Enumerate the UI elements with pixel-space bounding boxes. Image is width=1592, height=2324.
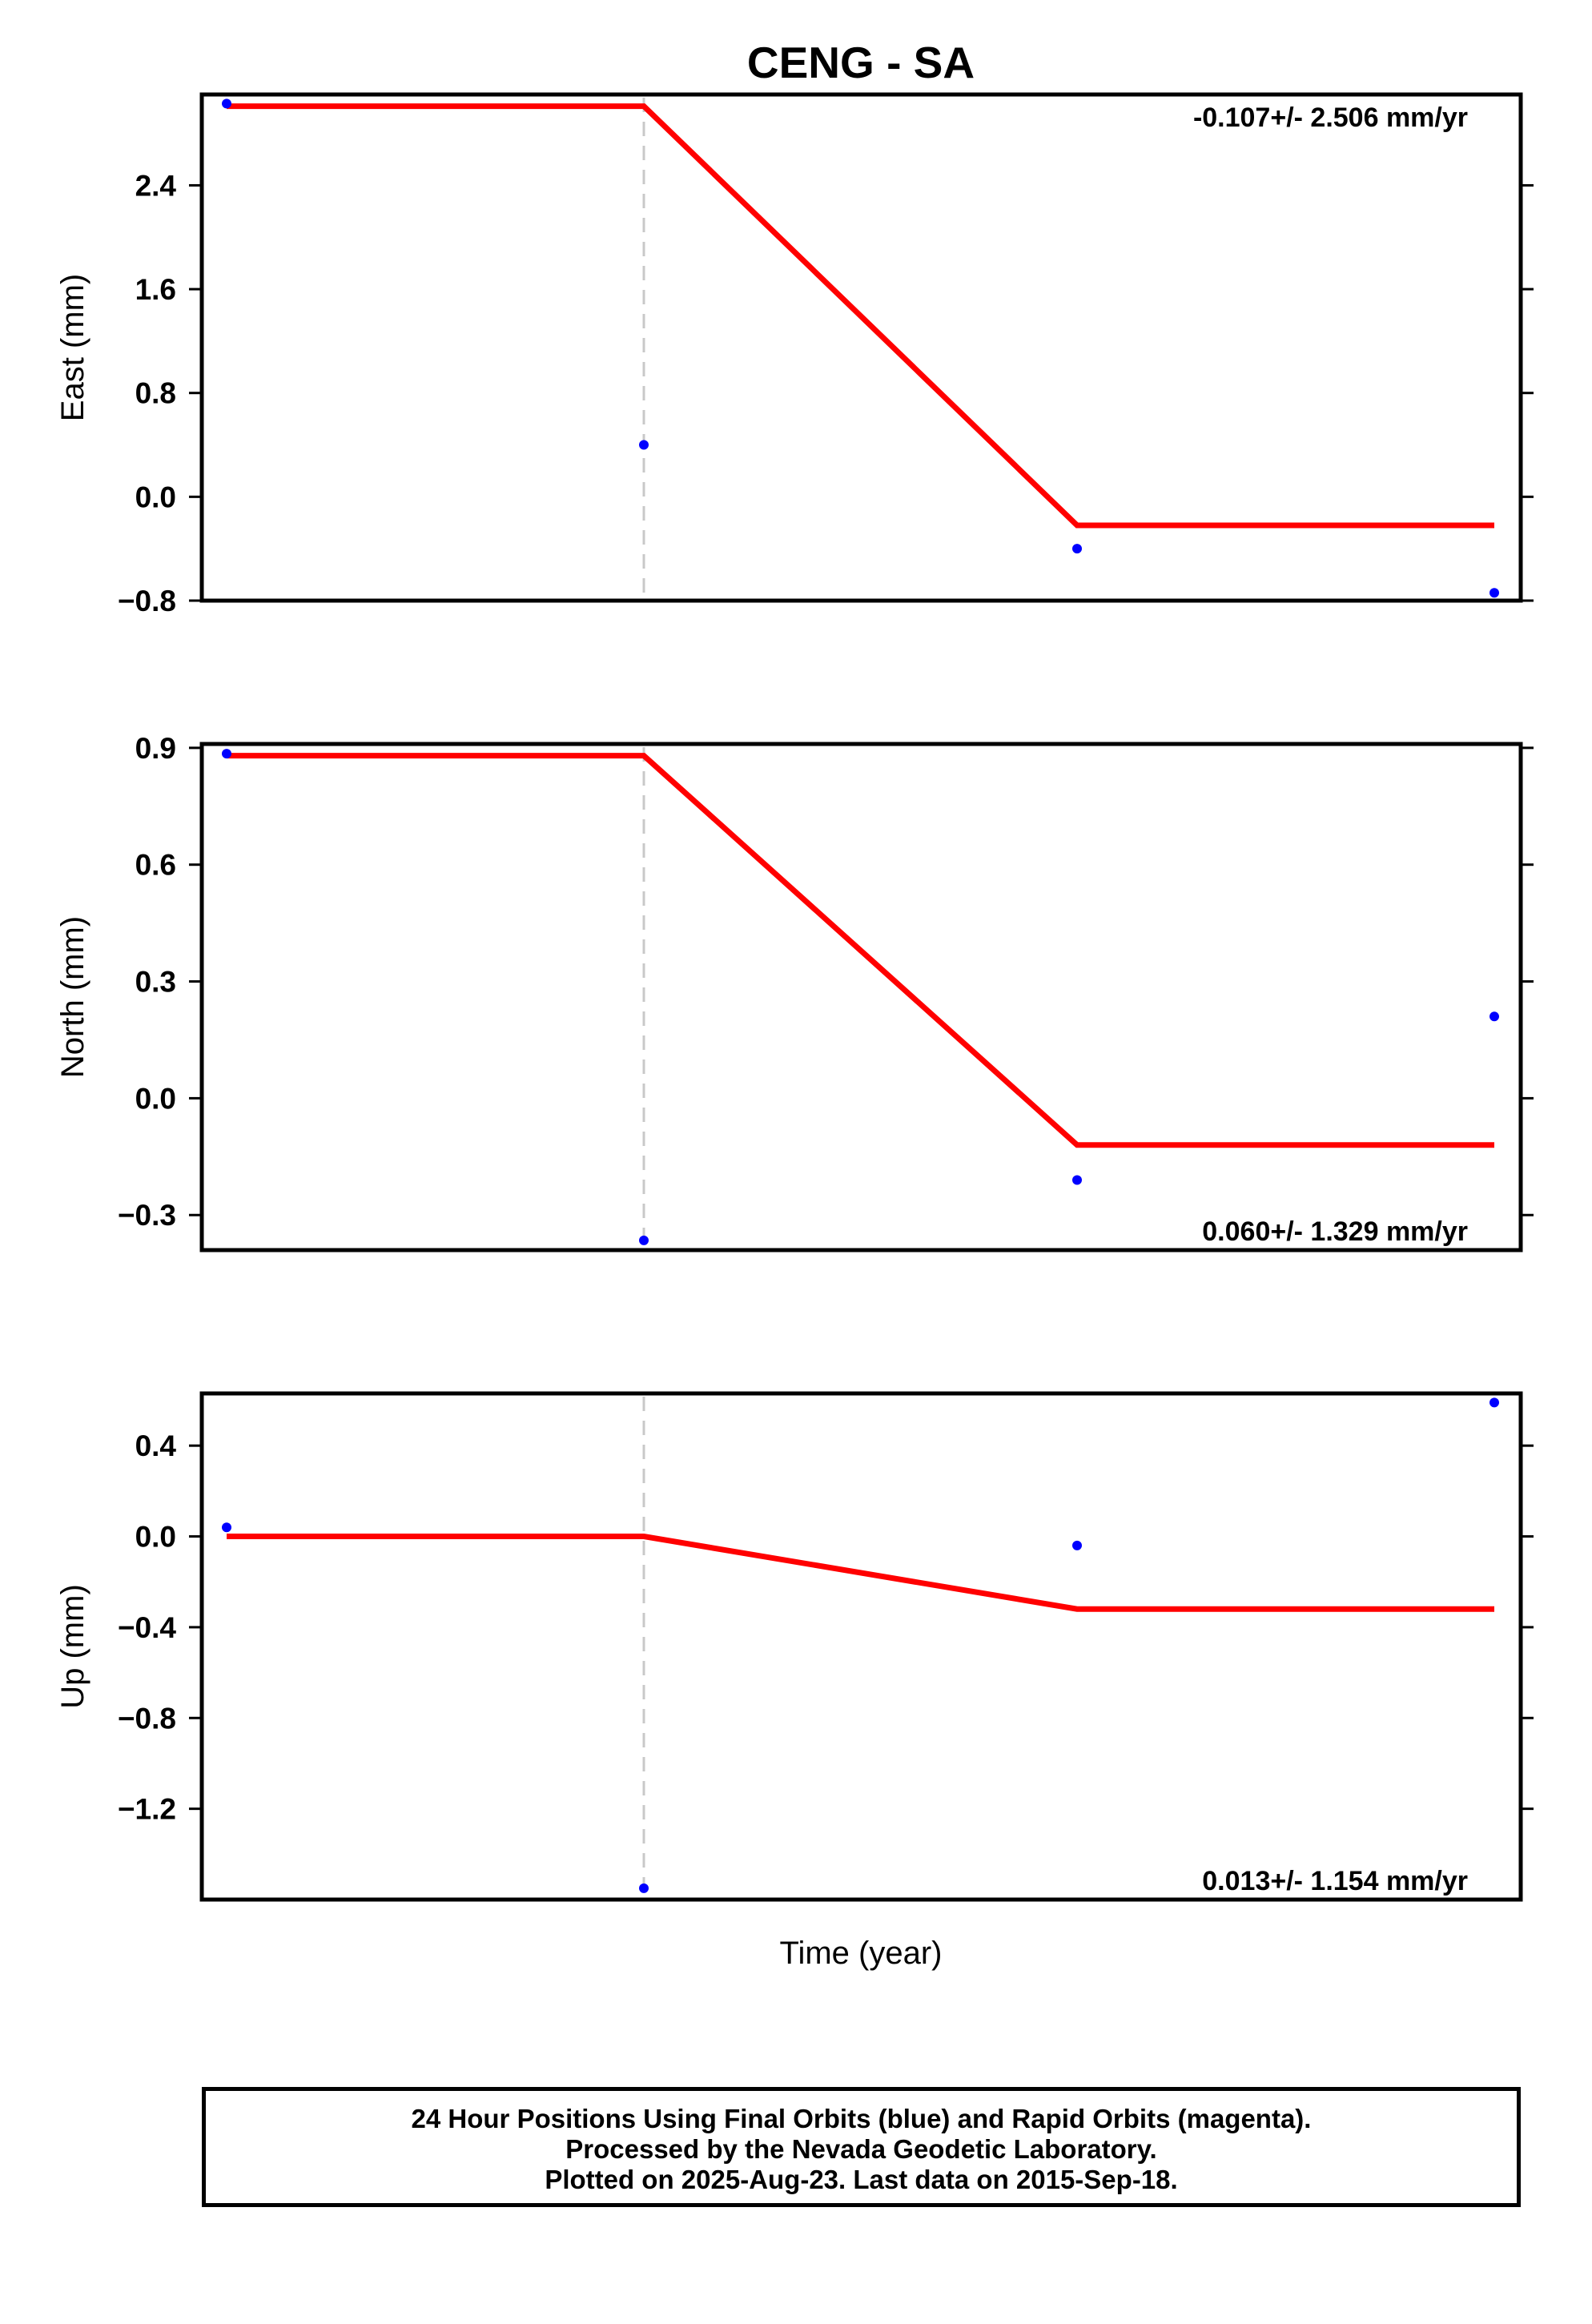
data-point [1489, 1011, 1499, 1022]
x-axis-label: Time (year) [780, 1936, 943, 1971]
y-tick-label: 0.9 [135, 732, 176, 765]
model-line [227, 753, 1494, 1148]
data-point [222, 1522, 231, 1533]
y-axis-label: North (mm) [55, 916, 90, 1078]
rate-label: 0.013+/- 1.154 mm/yr [1202, 1866, 1468, 1896]
panel-frame [199, 742, 1523, 1252]
model-line [227, 103, 1494, 529]
data-point [1072, 544, 1082, 554]
model-line [227, 1534, 1494, 1612]
panels-group: 2.4 1.6 0.8 0.0 −0.8 East (mm) -0.107+/- 2.506… [55, 92, 1534, 1902]
y-tick-label: 0.0 [135, 1521, 176, 1554]
data-point [1072, 1175, 1082, 1185]
data-point [1489, 1397, 1499, 1408]
footer-box: 24 Hour Positions Using Final Orbits (bl… [202, 2087, 1521, 2207]
y-tick-label: 0.4 [135, 1429, 177, 1462]
y-tick-label: −0.8 [118, 585, 176, 617]
y-axis-label: Up (mm) [55, 1584, 90, 1709]
data-point [639, 440, 649, 450]
y-tick-label: −1.2 [118, 1793, 176, 1826]
y-tick-label: 1.6 [135, 273, 176, 306]
rate-label: -0.107+/- 2.506 mm/yr [1193, 103, 1468, 133]
data-point [222, 99, 231, 109]
panel-frame [199, 92, 1523, 603]
footer-line-1: 24 Hour Positions Using Final Orbits (bl… [411, 2104, 1312, 2133]
footer-line-3: Plotted on 2025-Aug-23. Last data on 201… [545, 2165, 1178, 2194]
y-axis-label: East (mm) [55, 274, 90, 421]
y-tick-label: −0.8 [118, 1702, 176, 1735]
y-tick-label: −0.4 [118, 1611, 176, 1644]
y-tick-label: 0.6 [135, 849, 176, 882]
data-point [222, 749, 231, 759]
y-tick-label: 2.4 [135, 169, 177, 202]
y-tick-label: 0.3 [135, 966, 176, 999]
footer-line-2: Processed by the Nevada Geodetic Laborat… [565, 2134, 1157, 2164]
chart-title: CENG - SA [747, 38, 975, 87]
y-tick-label: −0.3 [118, 1199, 176, 1232]
y-tick-label: 0.0 [135, 1082, 176, 1115]
data-point [1072, 1540, 1082, 1550]
panel-east: 2.4 1.6 0.8 0.0 −0.8 East (mm) -0.107+/- 2.506… [55, 92, 1534, 617]
data-point [1489, 588, 1499, 598]
y-tick-label: 0.8 [135, 377, 176, 410]
data-point [639, 1235, 649, 1245]
data-point [639, 1883, 649, 1893]
rate-label: 0.060+/- 1.329 mm/yr [1202, 1216, 1468, 1247]
panel-frame [199, 1391, 1523, 1902]
panel-north: 0.9 0.6 0.3 0.0 −0.3 North (mm) 0.060+/- 1.329… [55, 732, 1534, 1252]
y-tick-label: 0.0 [135, 480, 176, 513]
panel-up: 0.4 0.0 −0.4 −0.8 −1.2 Up (mm) 0.013+/- 1.154 … [55, 1391, 1534, 1902]
